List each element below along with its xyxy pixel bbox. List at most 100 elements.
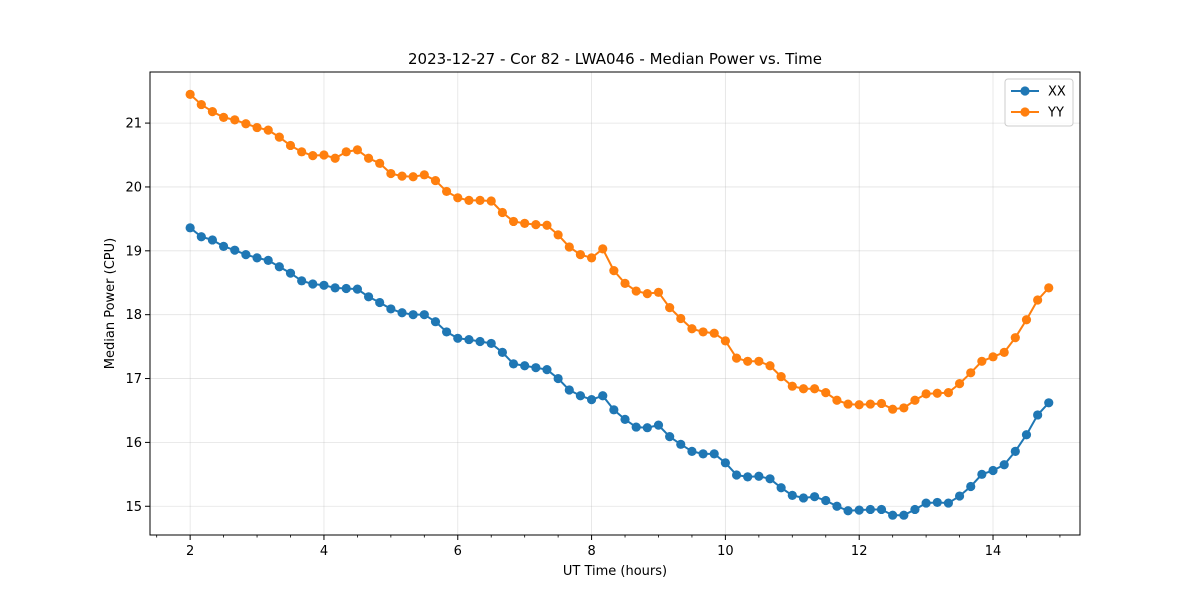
data-point-yy: [709, 328, 719, 338]
series-yy: [185, 89, 1054, 414]
data-point-yy: [297, 147, 307, 157]
data-point-yy: [575, 250, 586, 260]
data-point-xx: [430, 317, 441, 327]
data-point-xx: [977, 469, 987, 479]
grid-layer: [150, 72, 1080, 535]
data-point-xx: [854, 505, 864, 515]
data-point-yy: [687, 324, 697, 334]
data-point-yy: [731, 353, 742, 363]
data-point-yy: [665, 303, 675, 313]
data-point-xx: [308, 279, 318, 289]
data-point-xx: [709, 449, 719, 459]
data-point-yy: [285, 140, 296, 151]
data-point-yy: [564, 242, 574, 252]
data-point-xx: [765, 474, 775, 484]
data-point-yy: [832, 395, 842, 405]
data-point-xx: [330, 283, 340, 293]
data-point-xx: [843, 506, 853, 516]
data-point-yy: [676, 313, 686, 324]
data-point-xx: [297, 276, 307, 286]
data-point-yy: [1010, 333, 1020, 343]
data-point-yy: [620, 278, 630, 288]
data-point-xx: [988, 465, 998, 476]
data-point-xx: [508, 359, 519, 369]
data-point-yy: [386, 168, 396, 179]
data-point-xx: [564, 385, 574, 395]
data-point-xx: [943, 498, 953, 508]
data-point-yy: [185, 89, 195, 99]
data-point-xx: [453, 333, 463, 343]
data-point-yy: [809, 384, 820, 394]
data-point-xx: [464, 334, 474, 345]
data-point-yy: [453, 193, 463, 203]
data-point-yy: [230, 115, 240, 125]
x-tick-label: 8: [587, 544, 595, 559]
data-point-yy: [397, 171, 407, 181]
data-point-xx: [698, 449, 708, 459]
data-point-xx: [687, 446, 697, 456]
data-point-xx: [230, 245, 240, 255]
data-point-xx: [598, 391, 608, 401]
data-point-yy: [441, 186, 452, 197]
x-tick-label: 10: [717, 544, 734, 559]
data-point-yy: [464, 195, 474, 205]
data-point-xx: [620, 414, 630, 425]
x-tick-label: 12: [851, 544, 868, 559]
data-point-yy: [932, 388, 942, 398]
plot-area: [185, 89, 1054, 520]
data-point-xx: [375, 297, 385, 308]
data-point-xx: [865, 504, 875, 515]
y-axis-label: Median Power (CPU): [103, 238, 118, 369]
data-point-xx: [653, 420, 664, 430]
data-point-xx: [441, 327, 452, 337]
data-point-xx: [876, 504, 887, 515]
data-point-xx: [263, 255, 273, 265]
data-point-xx: [542, 364, 552, 375]
data-point-yy: [876, 398, 887, 409]
data-point-yy: [888, 404, 898, 414]
data-point-yy: [542, 220, 552, 230]
data-point-yy: [1033, 295, 1043, 305]
data-point-yy: [698, 327, 708, 337]
y-tick-label: 19: [125, 244, 142, 259]
data-point-xx: [743, 472, 753, 482]
data-point-yy: [743, 356, 753, 366]
legend: XX YY: [1004, 78, 1074, 127]
data-point-yy: [765, 361, 775, 371]
data-point-yy: [263, 125, 273, 135]
data-point-yy: [999, 347, 1009, 357]
data-point-yy: [954, 379, 965, 389]
data-point-yy: [207, 106, 218, 117]
y-tick-label: 21: [125, 117, 142, 132]
x-axis-label: UT Time (hours): [563, 564, 667, 579]
data-point-xx: [1010, 446, 1020, 456]
x-tick-label: 4: [320, 544, 328, 559]
data-point-yy: [921, 389, 931, 399]
data-point-xx: [966, 481, 976, 492]
data-point-xx: [475, 336, 485, 347]
y-tick-label: 20: [125, 180, 142, 195]
data-point-yy: [910, 395, 920, 405]
data-point-yy: [1021, 315, 1032, 325]
data-point-xx: [676, 439, 686, 449]
x-tick-label: 6: [454, 544, 462, 559]
data-point-xx: [185, 223, 195, 233]
data-point-xx: [954, 491, 965, 501]
data-point-yy: [865, 399, 875, 409]
data-point-xx: [720, 458, 730, 468]
data-point-yy: [943, 387, 953, 398]
data-point-yy: [843, 399, 853, 409]
data-point-yy: [966, 368, 976, 378]
data-point-xx: [531, 363, 541, 373]
y-tick-label: 16: [125, 436, 142, 451]
data-point-yy: [486, 196, 496, 206]
data-point-yy: [598, 244, 608, 254]
y-axis-ticks: 15 16 17 18 19 20 21: [125, 117, 150, 515]
data-point-xx: [319, 280, 329, 290]
plot-frame: [149, 71, 1081, 536]
data-point-yy: [854, 400, 864, 410]
data-point-xx: [631, 422, 641, 432]
legend-marker-yy: [1020, 107, 1030, 117]
data-point-xx: [609, 405, 619, 415]
